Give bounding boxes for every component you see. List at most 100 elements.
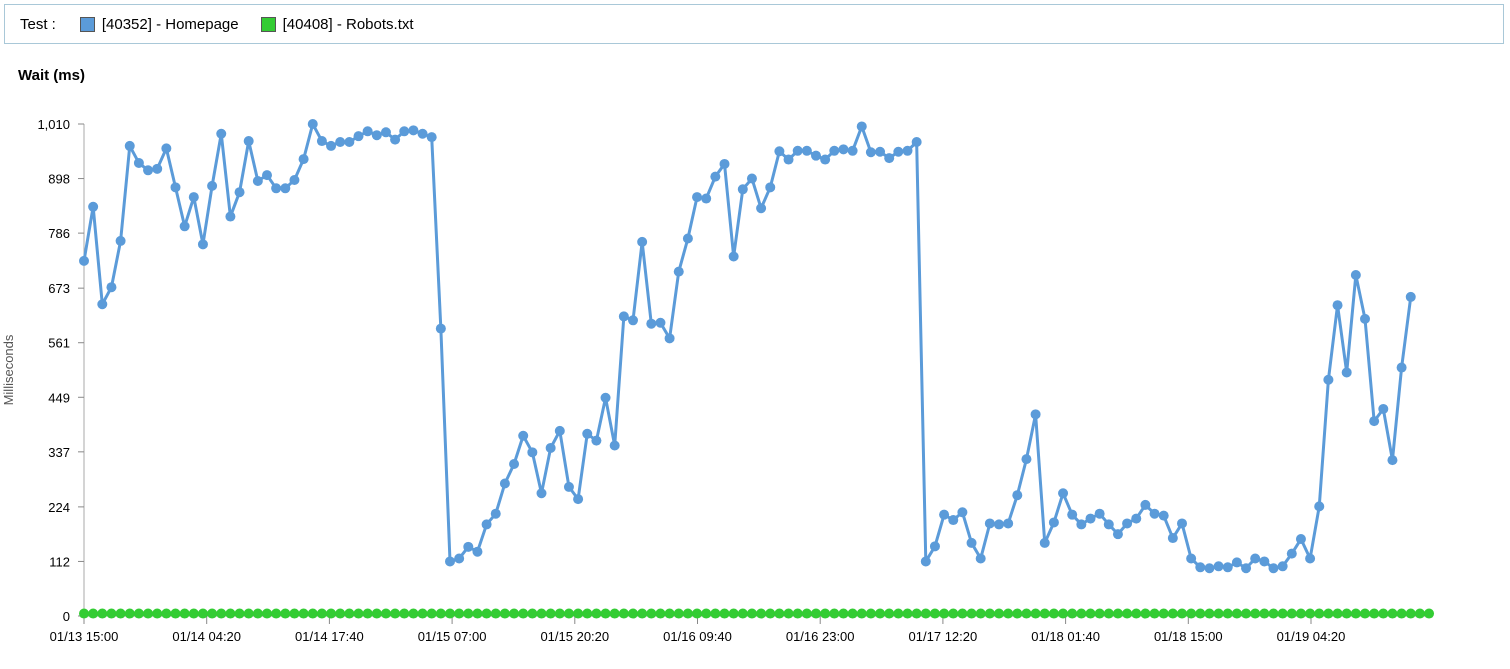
- data-point-robots[interactable]: [1360, 608, 1370, 619]
- data-point-homepage[interactable]: [1048, 517, 1059, 528]
- data-point-robots[interactable]: [701, 608, 712, 619]
- data-point-robots[interactable]: [307, 608, 318, 619]
- data-point-robots[interactable]: [380, 608, 391, 619]
- data-point-homepage[interactable]: [1231, 557, 1242, 568]
- data-point-homepage[interactable]: [1250, 553, 1261, 564]
- data-point-homepage[interactable]: [1213, 561, 1224, 572]
- data-point-robots[interactable]: [1314, 608, 1325, 619]
- data-point-homepage[interactable]: [1222, 562, 1233, 573]
- data-point-robots[interactable]: [1140, 608, 1151, 619]
- data-point-robots[interactable]: [838, 608, 849, 619]
- data-point-homepage[interactable]: [1085, 513, 1096, 524]
- data-point-homepage[interactable]: [948, 515, 959, 526]
- data-point-homepage[interactable]: [115, 235, 126, 246]
- data-point-homepage[interactable]: [1003, 518, 1014, 529]
- data-point-robots[interactable]: [197, 608, 208, 619]
- data-point-robots[interactable]: [252, 608, 263, 619]
- data-point-homepage[interactable]: [490, 508, 501, 519]
- data-point-robots[interactable]: [710, 608, 721, 619]
- data-point-robots[interactable]: [646, 608, 657, 619]
- data-point-homepage[interactable]: [408, 125, 419, 136]
- data-point-robots[interactable]: [801, 608, 812, 619]
- data-point-robots[interactable]: [719, 608, 730, 619]
- data-point-robots[interactable]: [143, 608, 154, 619]
- data-point-homepage[interactable]: [234, 187, 245, 198]
- data-point-robots[interactable]: [106, 608, 117, 619]
- data-point-homepage[interactable]: [600, 392, 611, 403]
- data-point-robots[interactable]: [417, 608, 428, 619]
- data-point-homepage[interactable]: [152, 163, 163, 174]
- data-point-homepage[interactable]: [838, 144, 849, 155]
- data-point-robots[interactable]: [1231, 608, 1242, 619]
- data-point-robots[interactable]: [1213, 608, 1224, 619]
- data-point-robots[interactable]: [628, 608, 638, 619]
- data-point-homepage[interactable]: [289, 175, 300, 186]
- data-point-robots[interactable]: [875, 608, 886, 619]
- data-point-homepage[interactable]: [756, 203, 767, 214]
- data-point-robots[interactable]: [481, 608, 492, 619]
- data-point-robots[interactable]: [1076, 608, 1087, 619]
- data-point-homepage[interactable]: [527, 447, 538, 458]
- data-point-robots[interactable]: [820, 608, 831, 619]
- data-point-homepage[interactable]: [390, 134, 401, 145]
- data-point-robots[interactable]: [207, 608, 218, 619]
- data-point-robots[interactable]: [1259, 608, 1270, 619]
- data-point-robots[interactable]: [975, 608, 986, 619]
- data-point-homepage[interactable]: [692, 192, 703, 203]
- data-point-homepage[interactable]: [399, 126, 410, 137]
- data-point-robots[interactable]: [1286, 608, 1297, 619]
- data-point-robots[interactable]: [728, 608, 739, 619]
- data-point-robots[interactable]: [115, 608, 126, 619]
- data-point-homepage[interactable]: [1195, 562, 1206, 573]
- data-point-homepage[interactable]: [1387, 455, 1398, 466]
- data-point-homepage[interactable]: [79, 255, 89, 266]
- data-point-homepage[interactable]: [911, 137, 922, 148]
- data-point-homepage[interactable]: [1158, 510, 1169, 521]
- data-point-homepage[interactable]: [344, 137, 355, 148]
- data-point-robots[interactable]: [609, 608, 620, 619]
- data-point-robots[interactable]: [774, 608, 785, 619]
- data-point-robots[interactable]: [1030, 608, 1041, 619]
- data-point-homepage[interactable]: [252, 175, 263, 186]
- data-point-homepage[interactable]: [371, 130, 382, 141]
- data-point-homepage[interactable]: [380, 127, 391, 138]
- data-point-homepage[interactable]: [865, 147, 876, 158]
- data-point-homepage[interactable]: [975, 553, 986, 564]
- data-point-robots[interactable]: [390, 608, 401, 619]
- data-point-robots[interactable]: [225, 608, 236, 619]
- data-point-robots[interactable]: [97, 608, 108, 619]
- data-point-robots[interactable]: [1332, 608, 1343, 619]
- data-point-robots[interactable]: [984, 608, 995, 619]
- data-point-robots[interactable]: [1323, 608, 1334, 619]
- data-point-homepage[interactable]: [124, 140, 135, 151]
- data-point-robots[interactable]: [1387, 608, 1398, 619]
- data-point-homepage[interactable]: [573, 494, 584, 505]
- data-point-robots[interactable]: [170, 608, 181, 619]
- data-point-homepage[interactable]: [1012, 490, 1023, 501]
- data-point-homepage[interactable]: [728, 251, 739, 262]
- data-point-homepage[interactable]: [335, 137, 346, 148]
- data-point-homepage[interactable]: [1286, 548, 1297, 559]
- data-point-robots[interactable]: [563, 608, 574, 619]
- data-point-homepage[interactable]: [1140, 499, 1151, 510]
- data-point-robots[interactable]: [792, 608, 803, 619]
- data-point-robots[interactable]: [573, 608, 584, 619]
- data-point-robots[interactable]: [1039, 608, 1050, 619]
- data-point-homepage[interactable]: [1396, 362, 1407, 373]
- data-point-robots[interactable]: [902, 608, 913, 619]
- data-point-homepage[interactable]: [1405, 291, 1416, 302]
- data-point-homepage[interactable]: [1305, 553, 1316, 564]
- data-point-homepage[interactable]: [1186, 553, 1197, 564]
- data-point-robots[interactable]: [161, 608, 172, 619]
- legend-item-robots[interactable]: [40408] - Robots.txt: [260, 16, 414, 33]
- data-point-robots[interactable]: [179, 608, 190, 619]
- data-point-robots[interactable]: [518, 608, 529, 619]
- data-point-robots[interactable]: [1177, 608, 1187, 619]
- data-point-homepage[interactable]: [820, 154, 831, 165]
- data-point-homepage[interactable]: [710, 171, 721, 182]
- data-point-homepage[interactable]: [1369, 416, 1380, 427]
- data-point-robots[interactable]: [426, 608, 437, 619]
- data-point-homepage[interactable]: [884, 153, 895, 164]
- data-point-robots[interactable]: [326, 608, 337, 619]
- data-point-robots[interactable]: [1378, 608, 1389, 619]
